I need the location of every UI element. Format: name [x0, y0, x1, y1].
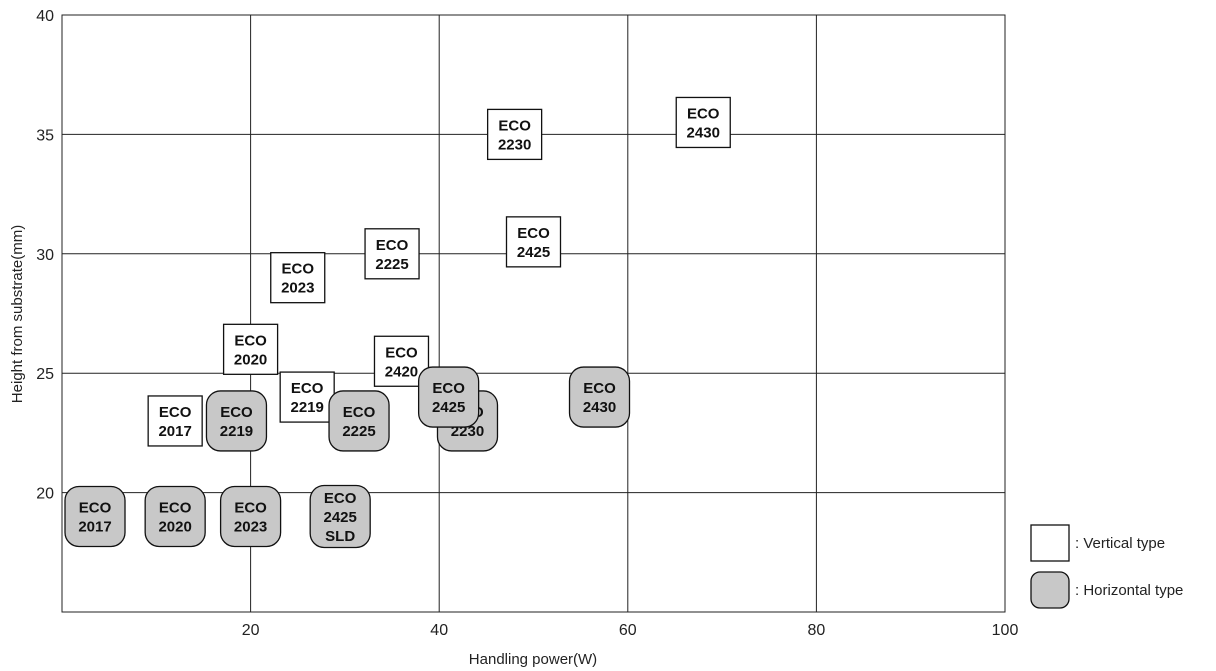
vertical-type-point: ECO 2219 — [279, 371, 335, 423]
point-label: 2219 — [220, 423, 253, 440]
point-label: 2430 — [583, 399, 616, 416]
vertical-type-point: ECO 2023 — [270, 252, 326, 304]
point-marker — [675, 96, 731, 149]
point-label: ECO — [291, 380, 324, 397]
legend: : Vertical type : Horizontal type — [1030, 524, 1183, 609]
point-marker — [205, 390, 268, 452]
point-marker — [417, 366, 480, 428]
point-label: ECO — [343, 404, 376, 421]
vertical-type-point: ECO 2225 — [364, 228, 420, 280]
point-label: 2420 — [385, 363, 418, 380]
point-label: ECO — [517, 225, 550, 242]
point-label: 2425 — [517, 244, 550, 261]
point-label: 2023 — [281, 280, 314, 297]
point-label: ECO — [324, 490, 357, 507]
point-label: 2230 — [498, 136, 531, 153]
legend-swatch — [1030, 524, 1070, 562]
horizontal-type-series: ECO 2017 ECO 2020 ECO 2023 ECO 2219 ECO 2225 ECO 24… — [64, 366, 631, 549]
point-label: 2020 — [158, 518, 191, 535]
point-label: 2425 — [432, 399, 465, 416]
legend-label: : Horizontal type — [1075, 582, 1183, 599]
point-label: 2225 — [342, 423, 375, 440]
point-label: ECO — [234, 332, 267, 349]
point-label: ECO — [385, 344, 418, 361]
x-tick-label: 60 — [619, 622, 637, 639]
point-label: ECO — [79, 499, 112, 516]
plot-frame — [61, 14, 1006, 613]
vertical-type-point: ECO 2430 — [675, 96, 731, 149]
horizontal-type-point: ECO 2017 — [64, 485, 126, 548]
x-tick-label: 100 — [992, 622, 1019, 639]
point-label: SLD — [325, 528, 355, 545]
x-tick-label: 20 — [242, 622, 260, 639]
point-label: 2430 — [687, 124, 720, 141]
point-marker — [328, 390, 390, 452]
point-marker — [219, 485, 282, 548]
vertical-type-point: ECO 2420 — [373, 335, 430, 387]
point-label: 2425 — [323, 509, 356, 526]
point-label: ECO — [687, 105, 720, 122]
y-tick-label: 35 — [36, 127, 54, 144]
legend-swatch — [1030, 571, 1070, 609]
y-tick-label: 20 — [36, 486, 54, 503]
point-label: 2017 — [78, 518, 111, 535]
horizontal-type-point: ECO 2425 — [417, 366, 480, 428]
vertical-type-series: ECO 2017 ECO 2020 ECO 2023 ECO 2219 ECO 2225 ECO 24… — [147, 96, 731, 447]
horizontal-type-point: ECO 2023 — [219, 485, 282, 548]
point-marker — [147, 395, 203, 447]
horizontal-type-point: ECO 2219 — [205, 390, 268, 452]
x-tick-label: 80 — [808, 622, 826, 639]
point-marker — [505, 216, 562, 268]
legend-item-vertical: : Vertical type — [1030, 524, 1165, 562]
point-label: ECO — [498, 117, 531, 134]
tick-labels: 20 40 60 80 100 20 25 30 35 40 — [36, 8, 1018, 639]
point-marker — [568, 366, 631, 428]
vertical-type-point: ECO 2020 — [222, 323, 279, 375]
point-label: 2020 — [234, 351, 267, 368]
horizontal-type-point: ECO 2225 — [328, 390, 390, 452]
data-marks: ECO 2017 ECO 2020 ECO 2023 ECO 2219 ECO 2225 ECO 24… — [64, 96, 731, 549]
vertical-type-point: ECO 2230 — [486, 108, 543, 161]
horizontal-type-point: ECO 2020 — [144, 485, 206, 548]
legend-item-horizontal: : Horizontal type — [1030, 571, 1183, 609]
x-axis-label: Handling power(W) — [469, 651, 597, 668]
y-tick-label: 25 — [36, 366, 54, 383]
point-marker — [222, 323, 279, 375]
vertical-type-point: ECO 2425 — [505, 216, 562, 268]
y-tick-label: 30 — [36, 247, 54, 264]
point-label: ECO — [281, 261, 314, 278]
point-label: ECO — [159, 499, 192, 516]
point-label: 2023 — [234, 518, 267, 535]
point-label: ECO — [159, 404, 192, 421]
y-tick-label: 40 — [36, 8, 54, 25]
point-label: ECO — [220, 404, 253, 421]
x-tick-label: 40 — [430, 622, 448, 639]
point-label: ECO — [234, 499, 267, 516]
point-marker — [64, 485, 126, 548]
point-label: ECO — [376, 237, 409, 254]
horizontal-type-point: ECO 2430 — [568, 366, 631, 428]
point-marker — [486, 108, 543, 161]
point-marker — [144, 485, 206, 548]
point-label: ECO — [432, 380, 465, 397]
vertical-type-point: ECO 2017 — [147, 395, 203, 447]
point-marker — [364, 228, 420, 280]
point-marker — [270, 252, 326, 304]
point-label: ECO — [583, 380, 616, 397]
point-label: 2219 — [290, 399, 323, 416]
horizontal-type-point: ECO 2425 SLD — [309, 484, 371, 549]
point-label: 2225 — [375, 256, 408, 273]
point-marker — [279, 371, 335, 423]
y-axis-label: Height from substrate(mm) — [9, 225, 26, 403]
point-label: 2017 — [158, 423, 191, 440]
point-marker — [309, 484, 371, 549]
legend-label: : Vertical type — [1075, 535, 1165, 552]
